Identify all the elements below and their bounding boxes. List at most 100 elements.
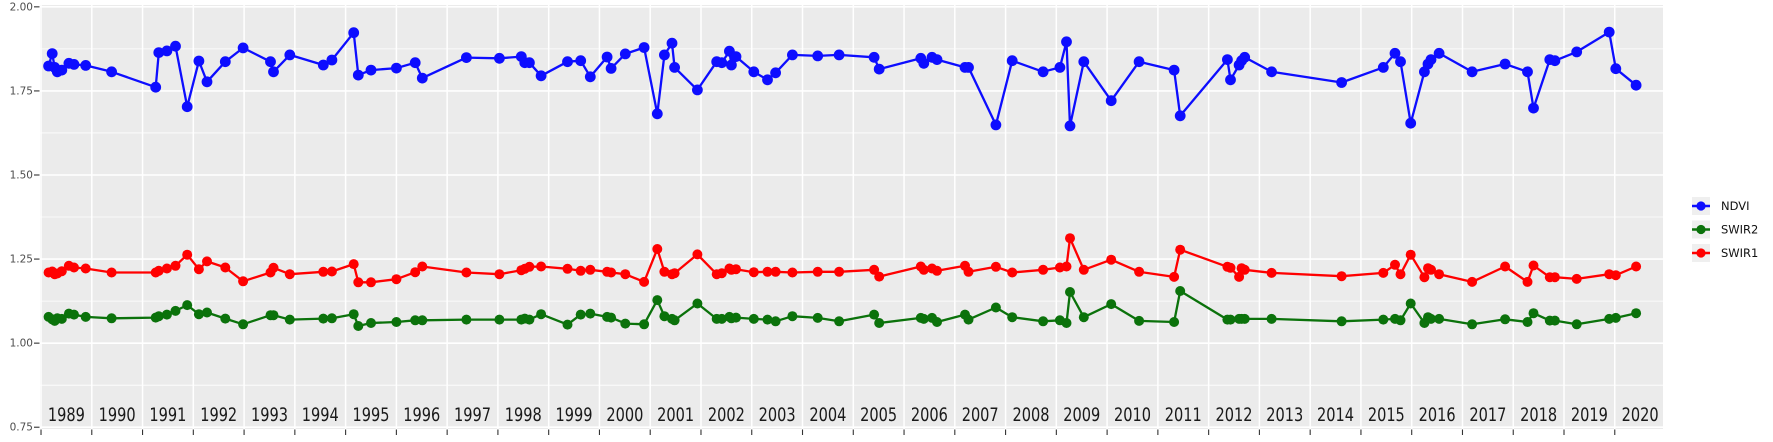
ndvi-data-point [1174, 110, 1186, 122]
x-axis-year-label: 2015 [1368, 404, 1405, 426]
swir2-data-point [153, 311, 164, 322]
ndvi-data-point [762, 74, 773, 86]
ndvi-data-point [80, 60, 92, 71]
swir2-data-point [1266, 313, 1277, 324]
ndvi-data-point [1522, 66, 1533, 78]
x-axis-year-label: 2017 [1469, 404, 1506, 426]
ndvi-data-point [1222, 54, 1233, 65]
swir2-data-point [1395, 315, 1406, 326]
ndvi-data-point [868, 51, 880, 63]
ndvi-data-point [669, 62, 680, 73]
swir1-data-point [812, 266, 823, 277]
ndvi-data-point [284, 49, 296, 61]
swir1-data-point [1065, 233, 1075, 244]
ndvi-data-point [181, 101, 193, 113]
swir1-data-point [1571, 273, 1582, 284]
swir2-data-point [56, 313, 67, 324]
swir1-data-point [1467, 276, 1478, 287]
swir2-data-point [1405, 298, 1416, 309]
ndvi-data-point [535, 70, 547, 82]
ndvi-data-point [1395, 56, 1406, 68]
swir2-data-point [1549, 315, 1560, 326]
ndvi-data-point [1336, 77, 1347, 88]
ndvi-data-point [1389, 47, 1401, 59]
ndvi-data-point [1006, 55, 1018, 67]
ndvi-data-point [365, 64, 377, 76]
y-axis-tick-label: 1.00 [10, 338, 33, 350]
swir2-data-point [639, 319, 650, 330]
swir1-data-point [461, 267, 472, 278]
ndvi-data-point [651, 108, 663, 120]
ndvi-data-point [1377, 62, 1389, 73]
x-axis-year-label: 2014 [1317, 404, 1354, 426]
legend-label-ndvi: NDVI [1721, 199, 1750, 213]
x-axis-year-label: 2001 [657, 404, 694, 426]
swir1-data-point [620, 269, 631, 280]
swir2-data-point [1239, 313, 1250, 324]
swir1-data-point [153, 265, 164, 276]
swir1-data-point [353, 277, 364, 288]
ndvi-data-point [409, 57, 421, 69]
swir1-data-point [326, 266, 337, 277]
ndvi-data-point [833, 49, 845, 61]
legend-label-swir2: SWIR2 [1721, 223, 1758, 237]
x-axis-year-label: 2020 [1622, 404, 1659, 426]
swir1-data-point [692, 249, 703, 260]
swir2-data-point [1522, 317, 1533, 327]
ndvi-data-point [106, 66, 117, 78]
swir1-data-point [639, 276, 650, 287]
swir1-data-point [284, 269, 295, 280]
swir2-data-point [990, 302, 1001, 313]
ndvi-data-point [219, 56, 231, 68]
swir2-data-point [161, 309, 172, 320]
swir2-data-point [620, 318, 631, 329]
swir1-data-point [869, 264, 880, 275]
swir2-data-point [812, 312, 823, 323]
ndvi-data-point [1168, 64, 1180, 76]
legend-point-swir2 [1696, 224, 1706, 235]
swir2-data-point [1467, 319, 1478, 330]
ndvi-data-point [1061, 36, 1072, 48]
x-axis-year-label: 2008 [1012, 404, 1049, 426]
swir2-data-point [536, 309, 547, 320]
ndvi-data-point [68, 59, 80, 70]
x-axis-year-label: 1997 [454, 404, 491, 426]
ndvi-data-point [1064, 120, 1076, 132]
x-axis-year-label: 2018 [1520, 404, 1557, 426]
swir1-data-point [748, 267, 759, 278]
swir1-data-point [1134, 266, 1145, 277]
x-axis-year-label: 2013 [1266, 404, 1303, 426]
swir1-data-point [391, 274, 402, 285]
swir2-data-point [1065, 287, 1075, 297]
swir1-data-point [787, 267, 798, 278]
swir2-data-point [494, 314, 505, 325]
swir2-data-point [1528, 308, 1539, 319]
swir1-data-point [106, 267, 117, 278]
swir2-data-point [461, 314, 472, 325]
swir2-data-point [659, 311, 670, 322]
ndvi-data-point [1133, 56, 1145, 68]
swir1-data-point [80, 263, 91, 274]
swir2-data-point [1078, 312, 1089, 323]
x-axis-year-label: 2004 [809, 404, 846, 426]
ndvi-data-point [494, 52, 505, 64]
ndvi-data-point [153, 47, 165, 58]
ndvi-data-point [1499, 58, 1511, 70]
swir1-data-point [1378, 267, 1389, 278]
swir1-data-point [268, 262, 279, 273]
x-axis-year-label: 1993 [251, 404, 288, 426]
swir2-data-point [748, 313, 759, 324]
swir1-data-point [834, 266, 845, 277]
swir1-data-point [193, 264, 204, 275]
swir2-data-point [1038, 316, 1049, 327]
swir2-data-point [220, 313, 231, 324]
swir2-data-point [1571, 319, 1582, 330]
swir2-data-point [80, 311, 91, 322]
swir1-data-point [562, 263, 573, 274]
x-axis-year-label: 2010 [1114, 404, 1151, 426]
swir2-data-point [1175, 286, 1186, 296]
swir2-data-point [932, 317, 942, 327]
ndvi-data-point [1603, 26, 1615, 38]
x-axis-year-label: 2000 [606, 404, 643, 426]
